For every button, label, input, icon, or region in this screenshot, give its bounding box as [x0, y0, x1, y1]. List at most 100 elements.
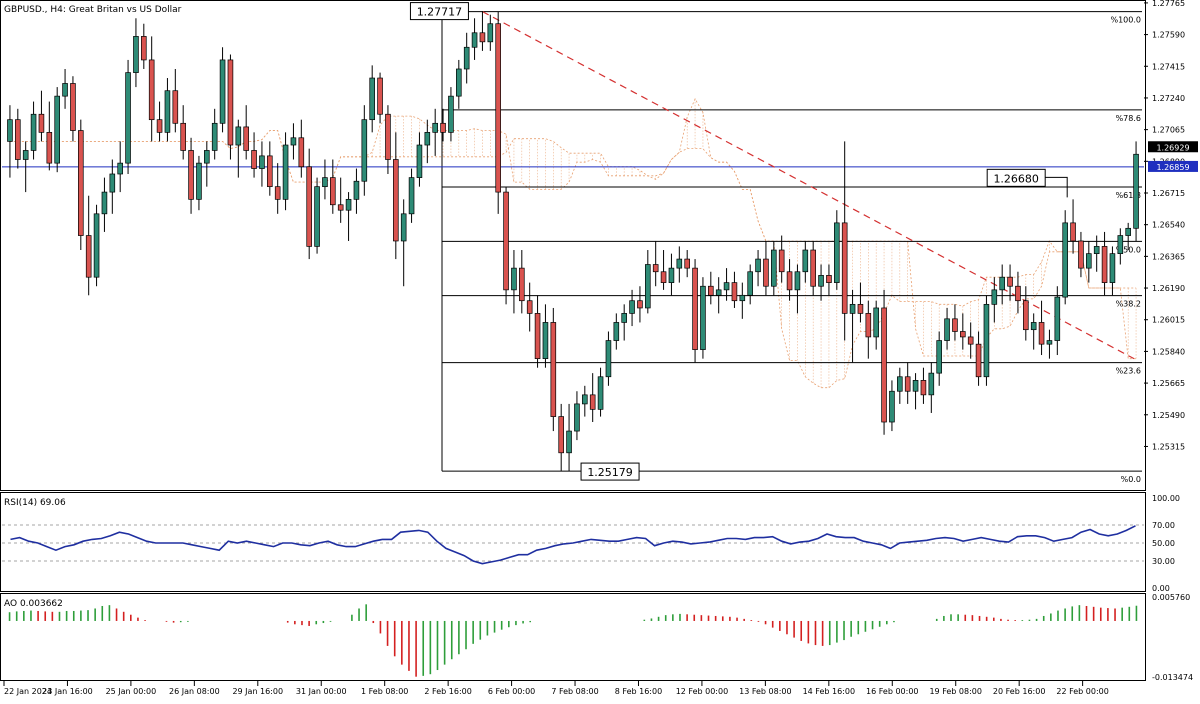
candle-body [322, 177, 328, 188]
candle-body [188, 150, 194, 200]
candle-body [1030, 322, 1037, 331]
y-tick-label: 1.26190 [1152, 284, 1185, 293]
candle-body [385, 113, 391, 160]
candle-body [1078, 240, 1084, 269]
candle-body [1125, 227, 1131, 236]
candle-body [85, 235, 92, 278]
x-tick-label: 14 Feb 16:00 [803, 687, 855, 696]
candle-body [148, 59, 155, 121]
y-tick-label: 1.26540 [1152, 221, 1185, 230]
y-tick-label: 1.25315 [1152, 442, 1185, 451]
rsi-pane [0, 492, 1146, 592]
candle-body [330, 177, 336, 206]
fib-level-label: %78.6 [1116, 114, 1141, 123]
annotation-high: 1.27717 [417, 6, 463, 19]
candle-body [613, 322, 620, 341]
candle-body [471, 32, 478, 48]
price-tag: 1.26929 [1156, 143, 1189, 152]
candle-body [1062, 222, 1068, 298]
annotation-mid: 1.26680 [993, 172, 1039, 185]
candle-body [708, 285, 714, 296]
candle-body [975, 343, 982, 378]
candle-body [700, 285, 706, 350]
candle-body [605, 340, 612, 378]
candle-body [1086, 253, 1092, 269]
candle-body [794, 271, 801, 291]
candle-body [133, 36, 139, 73]
candle-body [818, 275, 824, 287]
candle-body [1070, 222, 1076, 242]
candle-body [54, 95, 60, 164]
candle-body [393, 159, 399, 242]
candle-body [983, 303, 990, 378]
ao-tick-label: -0.013474 [1152, 673, 1193, 682]
x-tick-label: 23 Jan 16:00 [42, 687, 93, 696]
candle-body [93, 213, 100, 278]
candle-body [873, 307, 879, 338]
rsi-tick-label: 100.00 [1152, 494, 1180, 503]
candle-body [22, 150, 29, 160]
candle-body [424, 131, 431, 146]
candle-body [904, 376, 911, 392]
candle-body [101, 191, 108, 215]
candle-body [692, 267, 698, 350]
candle-body [558, 416, 564, 454]
candle-body [660, 271, 667, 283]
ao-pane [0, 593, 1146, 681]
candle-body [62, 83, 68, 97]
annotation-low-box [580, 462, 640, 481]
candle-body [416, 144, 423, 178]
candle-body [952, 318, 958, 332]
candle-body [542, 322, 549, 360]
candle-body [715, 289, 722, 296]
candle-body [739, 294, 746, 302]
fib-level-label: %38.2 [1116, 300, 1141, 309]
candle-body [219, 59, 226, 124]
cloud-span-b [9, 130, 1137, 357]
candle-body [944, 318, 950, 341]
candle-body [857, 303, 864, 314]
candle-body [196, 162, 202, 200]
y-tick-label: 1.27590 [1152, 31, 1185, 40]
candle-body [204, 150, 210, 164]
candle-body [282, 144, 289, 200]
price-tag-box [1148, 160, 1198, 172]
x-tick-label: 19 Feb 08:00 [929, 687, 981, 696]
candle-body [377, 77, 383, 115]
candle-body [920, 380, 927, 396]
candle-body [1007, 276, 1013, 287]
ao-title: AO 0.003662 [4, 599, 63, 609]
candle-body [448, 95, 454, 133]
rsi-tick-label: 50.00 [1152, 539, 1175, 548]
candle-body [109, 173, 116, 193]
candle-body [865, 313, 872, 338]
candle-body [841, 222, 848, 314]
candle-body [960, 331, 966, 338]
x-tick-label: 25 Jan 00:00 [106, 687, 157, 696]
candle-body [912, 380, 919, 392]
candle-body [361, 119, 368, 182]
price-tag-box [1148, 141, 1198, 153]
candle-body [897, 376, 903, 392]
candle-body [487, 23, 494, 43]
candle-body [503, 191, 509, 291]
candle-body [1101, 246, 1108, 283]
candle-body [597, 376, 604, 410]
candle-body [259, 155, 265, 169]
candle-body [802, 249, 809, 273]
candle-body [534, 313, 541, 360]
candle-body [566, 430, 572, 454]
candle-body [991, 289, 998, 305]
candle-body [1133, 153, 1139, 229]
x-tick-label: 22 Feb 00:00 [1056, 687, 1108, 696]
y-tick-label: 1.26365 [1152, 252, 1185, 261]
ao-indicator: 0.005760 -0.013474 [8, 593, 1193, 682]
candle-body [267, 155, 273, 188]
x-tick-label: 13 Feb 08:00 [739, 687, 791, 696]
candle-body [456, 68, 462, 97]
rsi-tick-label: 30.00 [1152, 557, 1175, 566]
annotation-high-box [409, 2, 469, 21]
candle-body [1023, 300, 1029, 331]
candle-body [125, 72, 131, 164]
candle-body [731, 282, 738, 302]
